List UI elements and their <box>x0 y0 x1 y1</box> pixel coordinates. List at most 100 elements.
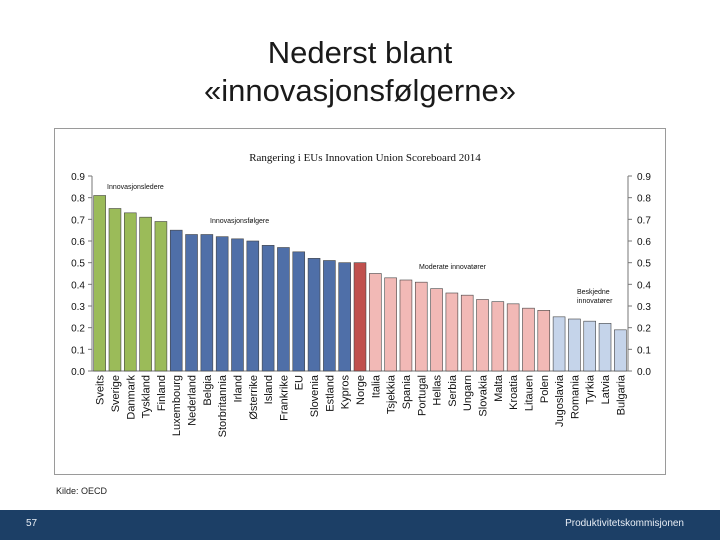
y-tick-label-right: 0.4 <box>637 280 651 291</box>
bar <box>108 208 122 372</box>
x-tick-label: Slovakia <box>478 374 490 416</box>
y-tick-label-left: 0.3 <box>71 302 85 313</box>
x-tick-label: EU <box>294 375 306 390</box>
innovation-scoreboard-chart: Rangering i EUs Innovation Union Scorebo… <box>71 152 651 437</box>
bar <box>93 195 106 372</box>
x-tick-label: Luxembourg <box>171 375 183 436</box>
group-label: Innovasjonsfølgere <box>210 218 269 225</box>
y-tick-label-right: 0.5 <box>637 259 651 270</box>
x-tick-label: Finland <box>156 375 168 411</box>
y-tick-label-right: 0.9 <box>637 172 651 183</box>
bar <box>384 277 397 372</box>
bar <box>169 229 183 372</box>
x-tick-label: Nederland <box>187 375 199 426</box>
x-tick-label: Danmark <box>125 375 137 420</box>
x-tick-label: Spania <box>401 374 413 409</box>
chart-frame: Rangering i EUs Innovation Union Scorebo… <box>54 128 666 475</box>
bar <box>445 292 459 372</box>
y-tick-label-right: 0.3 <box>637 302 651 313</box>
bar <box>414 281 428 372</box>
x-tick-label: Ungarn <box>462 375 474 411</box>
bar <box>231 238 244 372</box>
page-number: 57 <box>26 518 38 529</box>
chart-title: Rangering i EUs Innovation Union Scorebo… <box>249 152 481 164</box>
x-tick-label: Tsjekkia <box>386 374 398 414</box>
y-tick-label-left: 0.7 <box>71 215 85 226</box>
brand-name: Produktivitetskommisjonen <box>565 518 684 529</box>
x-tick-label: Malta <box>493 374 505 402</box>
x-tick-label: Sverige <box>110 375 122 412</box>
y-tick-label-left: 0.2 <box>71 324 85 335</box>
x-tick-label: Jugoslavia <box>554 374 566 427</box>
bar <box>537 310 551 372</box>
bar <box>568 318 581 372</box>
x-tick-label: Litauen <box>523 375 535 411</box>
y-tick-label-right: 0.2 <box>637 324 651 335</box>
bar <box>399 279 413 372</box>
bar <box>200 234 214 372</box>
bar <box>614 329 627 372</box>
bar <box>430 288 443 372</box>
slide-title-line-1: Nederst blant <box>267 35 453 70</box>
slide-title: Nederst blant «innovasjonsfølgerne» <box>0 34 720 110</box>
bar <box>246 240 260 372</box>
x-tick-label: Estland <box>324 375 336 412</box>
x-tick-label: Polen <box>539 375 551 403</box>
bar <box>491 301 505 372</box>
bar <box>292 251 306 372</box>
x-tick-label: Hellas <box>432 375 444 406</box>
x-tick-label: Slovenia <box>309 374 321 417</box>
x-tick-label: Irland <box>232 375 244 403</box>
source-note: Kilde: OECD <box>56 486 108 496</box>
x-tick-label: Island <box>263 375 275 404</box>
bar <box>460 294 474 372</box>
x-tick-label: Bulgaria <box>615 374 627 415</box>
y-tick-label-right: 0.0 <box>637 367 651 378</box>
x-tick-label: Latvia <box>600 374 612 404</box>
bar <box>583 320 596 372</box>
x-tick-label: Storbritannia <box>217 374 229 437</box>
bar <box>323 260 336 372</box>
y-tick-label-right: 0.1 <box>637 345 651 356</box>
x-tick-label: Kypros <box>340 375 352 410</box>
bar <box>552 316 566 372</box>
x-tick-label: Sveits <box>95 375 107 405</box>
x-tick-label: Italia <box>370 374 382 398</box>
group-label: Moderate innovatører <box>419 264 487 271</box>
bar <box>522 307 535 372</box>
y-tick-label-left: 0.1 <box>71 345 85 356</box>
bar <box>353 262 367 372</box>
group-label: Innovasjonsledere <box>107 184 164 191</box>
bar <box>598 323 612 372</box>
y-tick-label-left: 0.6 <box>71 237 85 248</box>
x-tick-label: Østerrike <box>248 375 260 420</box>
x-tick-label: Romania <box>569 374 581 419</box>
y-tick-label-left: 0.5 <box>71 259 85 270</box>
bar <box>307 258 321 372</box>
x-tick-label: Norge <box>355 375 367 405</box>
x-tick-label: Belgia <box>202 374 214 405</box>
y-tick-label-right: 0.8 <box>637 194 651 205</box>
bar <box>261 245 275 372</box>
bar <box>124 212 137 372</box>
y-tick-label-left: 0.4 <box>71 280 85 291</box>
bar <box>338 262 351 372</box>
bar <box>215 236 229 372</box>
y-tick-label-right: 0.7 <box>637 215 651 226</box>
group-label-line: Beskjedne <box>577 289 610 296</box>
bar <box>506 303 520 372</box>
x-tick-label: Portugal <box>416 375 428 416</box>
y-tick-label-left: 0.0 <box>71 367 85 378</box>
bar <box>476 299 489 372</box>
bar <box>369 273 382 372</box>
slide-title-line-2: «innovasjonsfølgerne» <box>204 73 516 108</box>
y-tick-label-left: 0.9 <box>71 172 85 183</box>
bar <box>139 216 152 372</box>
bar <box>185 234 198 372</box>
x-tick-label: Tyskland <box>141 375 153 418</box>
group-label-line: innovatører <box>577 298 613 305</box>
footer-bar: 57 Produktivitetskommisjonen <box>0 510 720 540</box>
y-tick-label-left: 0.8 <box>71 194 85 205</box>
x-tick-label: Tyrkia <box>585 374 597 404</box>
x-tick-label: Serbia <box>447 374 459 407</box>
